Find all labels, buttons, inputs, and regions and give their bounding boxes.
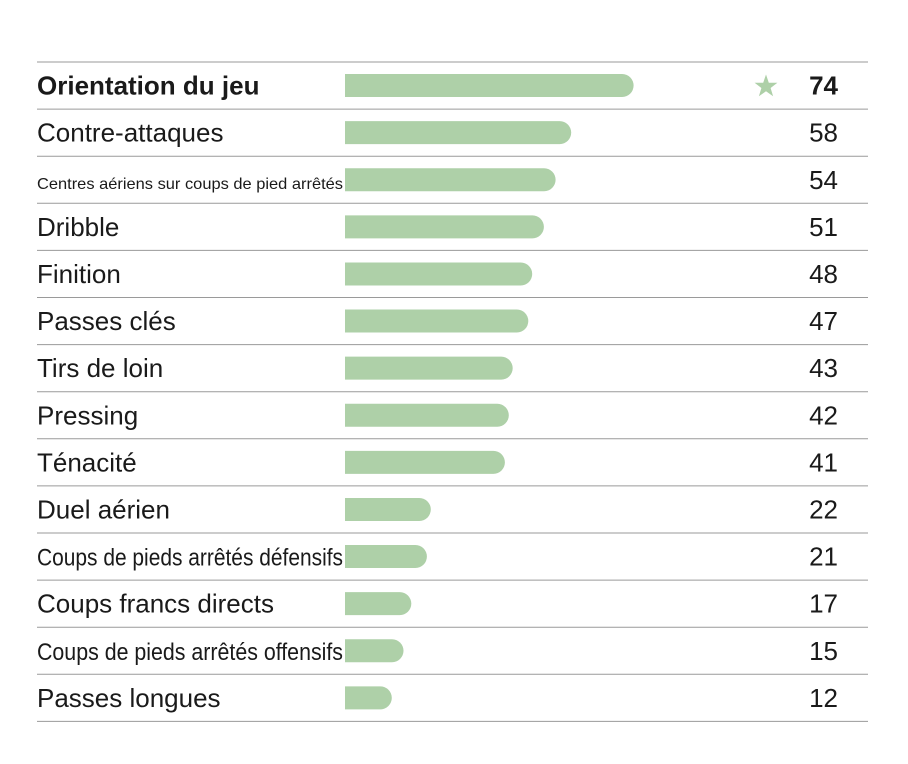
bar: [345, 215, 544, 239]
value-label: 12: [809, 683, 838, 713]
category-label: Coups de pieds arrêtés défensifs: [37, 545, 343, 572]
bar: [345, 262, 533, 286]
value-label: 74: [809, 71, 838, 101]
value-label: 48: [809, 259, 838, 289]
category-label: Centres aériens sur coups de pied arrêté…: [37, 176, 343, 193]
bar: [345, 168, 556, 192]
bar: [345, 497, 431, 521]
bar: [345, 309, 529, 333]
category-label: Passes clés: [37, 306, 176, 336]
category-label: Coups francs directs: [37, 589, 274, 619]
star-icon: [754, 74, 778, 97]
value-label: 43: [809, 353, 838, 383]
bar: [345, 74, 634, 98]
value-label: 21: [809, 542, 838, 572]
value-label: 58: [809, 118, 838, 148]
value-label: 22: [809, 494, 838, 524]
bar: [345, 592, 412, 616]
bar: [345, 403, 509, 427]
value-label: 41: [809, 447, 838, 477]
category-label: Passes longues: [37, 683, 221, 713]
category-label: Tirs de loin: [37, 353, 163, 383]
category-label: Pressing: [37, 400, 138, 430]
category-label: Orientation du jeu: [37, 71, 259, 101]
value-label: 42: [809, 400, 838, 430]
category-label: Ténacité: [37, 447, 137, 477]
value-label: 17: [809, 589, 838, 619]
bar: [345, 450, 505, 474]
value-label: 51: [809, 212, 838, 242]
category-label: Coups de pieds arrêtés offensifs: [37, 639, 343, 666]
category-label: Finition: [37, 259, 121, 289]
value-label: 15: [809, 636, 838, 666]
value-label: 54: [809, 165, 838, 195]
bar: [345, 686, 392, 710]
category-label: Duel aérien: [37, 494, 170, 524]
category-label: Contre-attaques: [37, 118, 223, 148]
bar: [345, 545, 427, 569]
bar: [345, 356, 513, 380]
bar: [345, 639, 404, 663]
bar: [345, 121, 572, 145]
category-label: Dribble: [37, 212, 119, 242]
value-label: 47: [809, 306, 838, 336]
